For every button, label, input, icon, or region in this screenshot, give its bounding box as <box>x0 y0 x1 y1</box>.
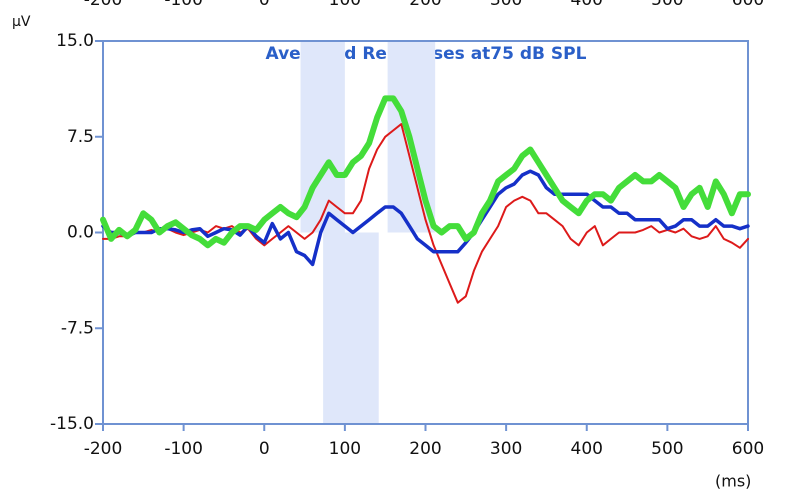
x-tick-label: 200 <box>409 439 441 459</box>
x-tick-label: -200 <box>84 439 123 459</box>
x-tick-label: 400 <box>571 439 603 459</box>
top-x-tick-label: 200 <box>409 0 441 10</box>
x-tick-label: -100 <box>164 439 203 459</box>
y-tick-label: -15.0 <box>50 414 94 434</box>
series-line <box>100 95 751 249</box>
top-x-tick-label: 300 <box>490 0 522 10</box>
y-tick-label: 7.5 <box>67 127 94 147</box>
y-tick-label: 0.0 <box>67 223 94 243</box>
x-tick-label: 0 <box>259 439 270 459</box>
series-line <box>101 169 750 267</box>
x-tick-label: 100 <box>329 439 361 459</box>
top-x-tick-label: -100 <box>164 0 203 10</box>
y-unit: μV <box>12 14 31 30</box>
top-x-tick-label: -200 <box>84 0 123 10</box>
y-tick-label: -7.5 <box>61 318 94 338</box>
top-x-tick-label: 100 <box>329 0 361 10</box>
series-line <box>102 123 749 304</box>
y-tick-label: 15.0 <box>56 31 94 51</box>
x-unit: (ms) <box>715 472 751 491</box>
top-x-tick-label: 600 <box>732 0 764 10</box>
x-tick-label: 300 <box>490 439 522 459</box>
top-x-tick-label: 0 <box>259 0 270 10</box>
shaded-region <box>323 232 379 424</box>
x-tick-label: 600 <box>732 439 764 459</box>
x-tick-label: 500 <box>651 439 683 459</box>
top-x-tick-label: 400 <box>571 0 603 10</box>
top-x-tick-label: 500 <box>651 0 683 10</box>
